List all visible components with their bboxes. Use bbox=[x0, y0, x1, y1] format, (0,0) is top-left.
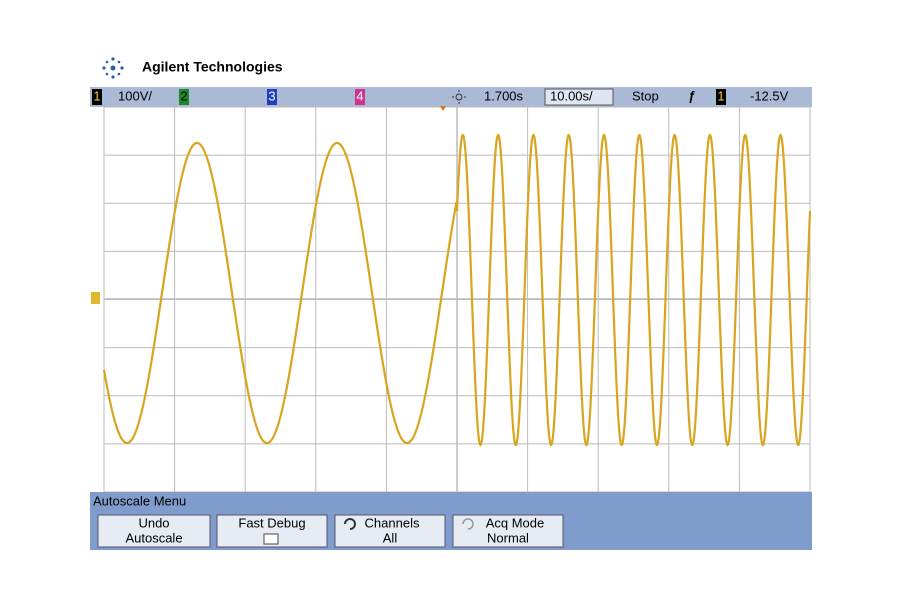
delay-icon bbox=[452, 90, 466, 104]
channel-badge bbox=[355, 89, 365, 105]
softkey[interactable]: Fast Debug bbox=[216, 514, 328, 548]
channel-number: 3 bbox=[268, 88, 275, 103]
delay: 1.700s bbox=[484, 88, 524, 103]
softkey-button[interactable] bbox=[97, 514, 211, 548]
rotate-icon bbox=[344, 518, 356, 530]
softkey-label: Normal bbox=[487, 530, 529, 545]
brand: Agilent Technologies bbox=[142, 59, 283, 75]
checkbox bbox=[263, 533, 279, 545]
trigger-badge bbox=[716, 89, 726, 105]
timebase-box bbox=[544, 88, 614, 106]
softkey[interactable]: Acq Mode Normal bbox=[452, 514, 564, 548]
softkey[interactable]: Undo Autoscale bbox=[97, 514, 211, 548]
softkey-label: Channels bbox=[365, 515, 420, 530]
channel-badge bbox=[267, 89, 277, 105]
softkey-label: Autoscale bbox=[125, 530, 182, 545]
status-bar bbox=[90, 87, 812, 107]
timebase: 10.00s/ bbox=[550, 88, 593, 103]
softkey-label: Undo bbox=[138, 515, 169, 530]
channel-scale: 100V/ bbox=[118, 88, 152, 103]
channel-number: 4 bbox=[356, 88, 363, 103]
softkey-label: Acq Mode bbox=[486, 515, 545, 530]
trigger-source: 1 bbox=[717, 88, 724, 103]
logo bbox=[102, 57, 124, 79]
trigger-marker bbox=[440, 106, 446, 111]
softkey-label: All bbox=[383, 530, 398, 545]
softkey-label: Fast Debug bbox=[238, 515, 305, 530]
channel-number: 1 bbox=[93, 88, 100, 103]
waveform bbox=[102, 133, 812, 447]
trigger-edge-icon: ƒ bbox=[688, 88, 695, 103]
rotate-icon bbox=[462, 518, 474, 530]
menu-title: Autoscale Menu bbox=[93, 493, 186, 508]
channel-badge bbox=[92, 89, 102, 105]
trigger-level: -12.5V bbox=[750, 88, 789, 103]
ground-marker bbox=[91, 292, 100, 304]
run-state: Stop bbox=[632, 88, 659, 103]
channel-badge bbox=[179, 89, 189, 105]
channel-number: 2 bbox=[180, 88, 187, 103]
softkey[interactable]: Channels All bbox=[334, 514, 446, 548]
